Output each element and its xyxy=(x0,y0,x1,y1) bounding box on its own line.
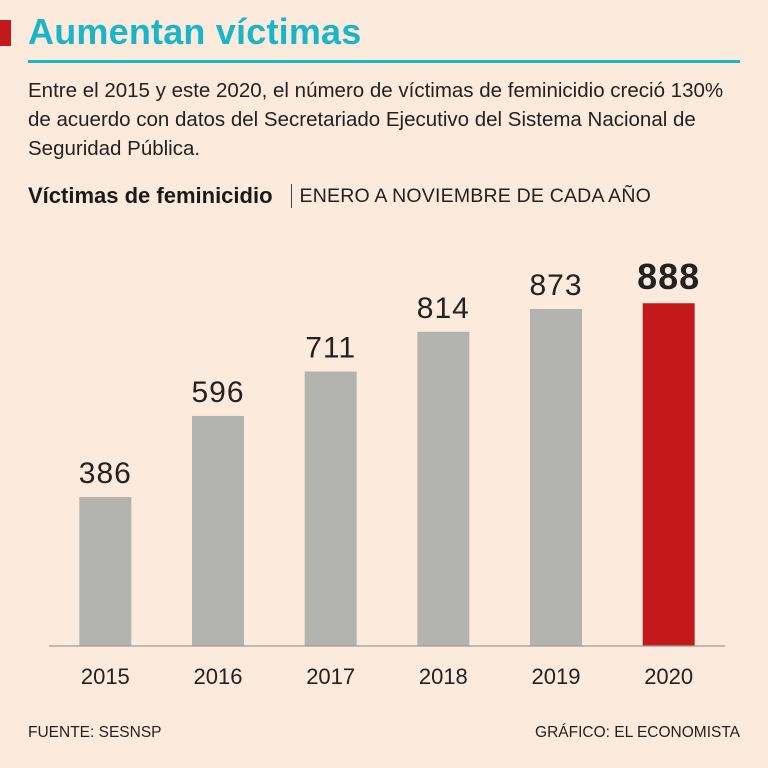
x-tick-2017: 2017 xyxy=(306,664,355,689)
value-label-2015: 386 xyxy=(79,457,132,490)
value-label-2016: 596 xyxy=(191,376,244,409)
bar-2015 xyxy=(79,497,132,646)
value-label-2017: 711 xyxy=(305,332,356,365)
value-label-2018: 814 xyxy=(417,292,470,325)
value-label-2020: 888 xyxy=(637,256,700,297)
chart-subtitle: ENERO A NOVIEMBRE DE CADA AÑO xyxy=(299,184,651,207)
accent-bar xyxy=(0,20,11,46)
credit-note: GRÁFICO: EL ECONOMISTA xyxy=(535,724,740,741)
value-label-2019: 873 xyxy=(529,269,582,302)
x-tick-2016: 2016 xyxy=(194,664,243,689)
intro-paragraph: Entre el 2015 y este 2020, el número de … xyxy=(28,79,724,160)
bar-2016 xyxy=(192,415,244,646)
bar-2019 xyxy=(530,309,582,646)
chart-title-divider xyxy=(290,184,292,208)
x-tick-2020: 2020 xyxy=(644,664,693,689)
chart-heading: Víctimas de feminicidio ENERO A NOVIEMBR… xyxy=(28,183,651,209)
chart-title: Víctimas de feminicidio xyxy=(28,183,273,208)
source-note: FUENTE: SESNSP xyxy=(28,724,162,741)
title-underline xyxy=(28,60,740,63)
bar-2018 xyxy=(417,331,470,646)
page-title: Aumentan víctimas xyxy=(28,11,362,52)
x-tick-2019: 2019 xyxy=(532,664,581,689)
x-tick-2018: 2018 xyxy=(419,664,468,689)
bar-2017 xyxy=(304,371,357,646)
bar-2020 xyxy=(642,303,695,646)
x-tick-2015: 2015 xyxy=(81,664,130,689)
